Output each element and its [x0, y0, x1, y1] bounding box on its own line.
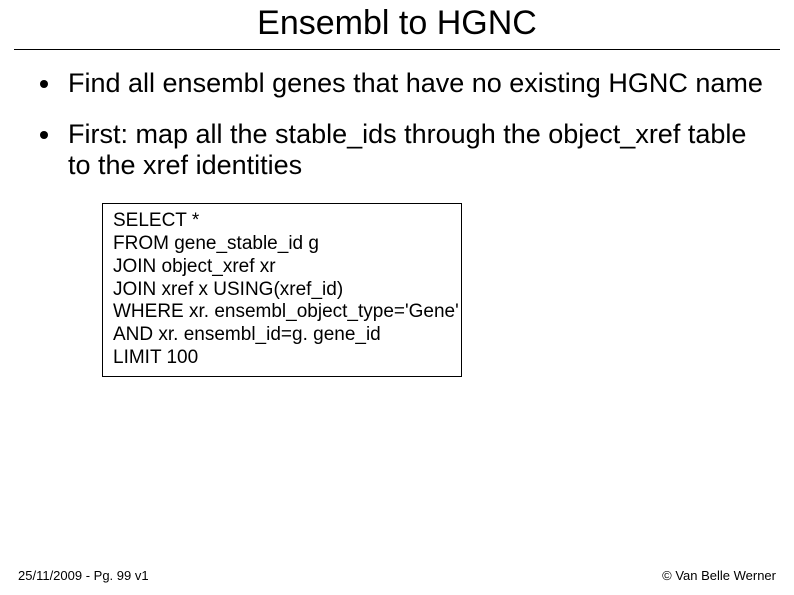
code-line: AND xr. ensembl_id=g. gene_id: [113, 324, 451, 347]
code-line: FROM gene_stable_id g: [113, 233, 451, 256]
slide-title: Ensembl to HGNC: [0, 0, 794, 49]
slide-content: Find all ensembl genes that have no exis…: [0, 50, 794, 377]
slide: Ensembl to HGNC Find all ensembl genes t…: [0, 0, 794, 595]
bullet-item: Find all ensembl genes that have no exis…: [30, 68, 764, 99]
code-line: WHERE xr. ensembl_object_type='Gene': [113, 301, 451, 324]
bullet-item: First: map all the stable_ids through th…: [30, 119, 764, 181]
footer-left: 25/11/2009 - Pg. 99 v1: [18, 568, 149, 583]
sql-code-box: SELECT * FROM gene_stable_id g JOIN obje…: [102, 203, 462, 377]
slide-footer: 25/11/2009 - Pg. 99 v1 © Van Belle Werne…: [0, 568, 794, 583]
code-line: SELECT *: [113, 210, 451, 233]
code-line: JOIN object_xref xr: [113, 256, 451, 279]
bullet-list: Find all ensembl genes that have no exis…: [30, 68, 764, 181]
footer-right: © Van Belle Werner: [662, 568, 776, 583]
code-line: JOIN xref x USING(xref_id): [113, 279, 451, 302]
code-line: LIMIT 100: [113, 347, 451, 370]
